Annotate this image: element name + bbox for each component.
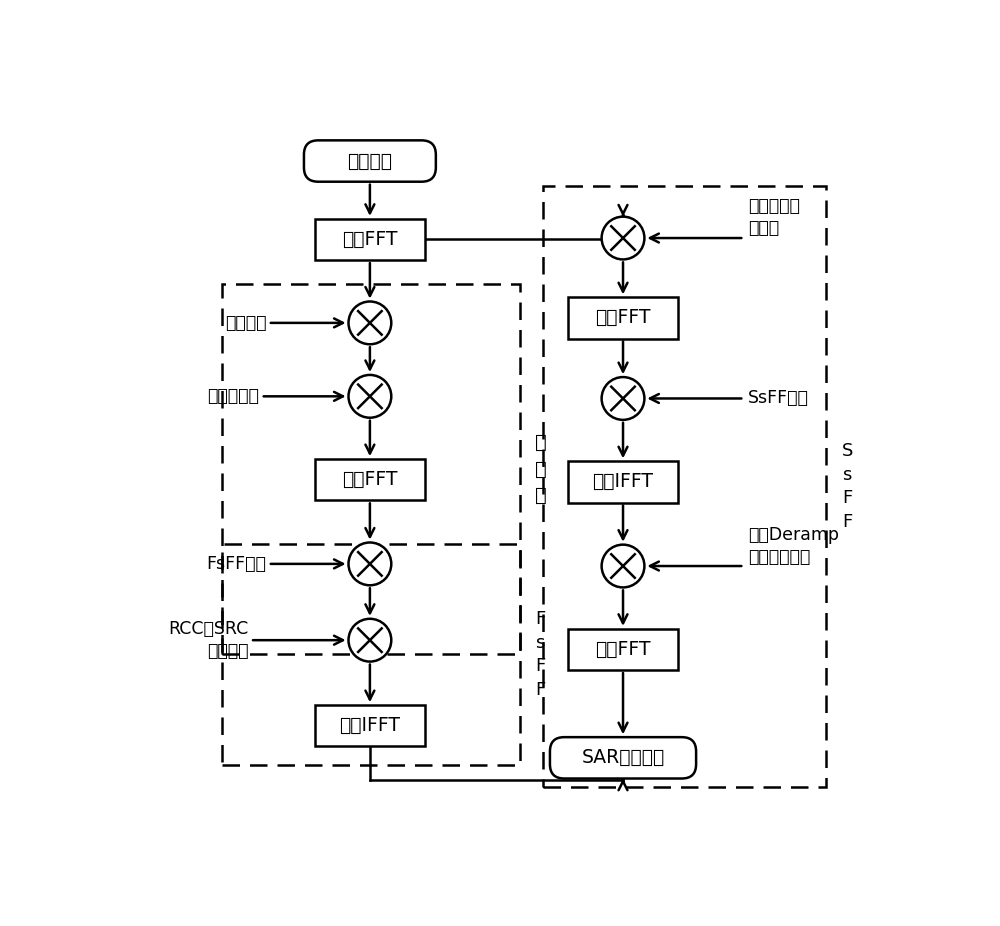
Circle shape — [602, 377, 644, 419]
Text: 方位FFT: 方位FFT — [595, 308, 651, 328]
Text: F
s
F
F: F s F F — [535, 610, 546, 699]
Text: 加速度补偿: 加速度补偿 — [208, 387, 259, 406]
Text: 方位IFFT: 方位IFFT — [593, 472, 654, 492]
FancyBboxPatch shape — [550, 737, 696, 779]
FancyBboxPatch shape — [304, 141, 436, 181]
Bar — [222, 283, 520, 655]
Text: 方位FFT: 方位FFT — [342, 470, 398, 489]
Bar — [315, 705, 425, 746]
Bar — [315, 219, 425, 260]
Text: FsFF因子: FsFF因子 — [207, 555, 267, 573]
Circle shape — [349, 543, 391, 585]
Text: SAR聚焦图像: SAR聚焦图像 — [581, 748, 665, 768]
Circle shape — [602, 217, 644, 259]
Circle shape — [349, 302, 391, 344]
Text: RCC和SRC
统一校正: RCC和SRC 统一校正 — [168, 620, 249, 660]
Text: 方位FFT: 方位FFT — [595, 640, 651, 659]
Circle shape — [602, 544, 644, 587]
Bar — [222, 544, 520, 765]
Text: 两维IFFT: 两维IFFT — [339, 716, 400, 735]
Bar — [315, 459, 425, 500]
Bar — [568, 461, 678, 503]
Text: 预
处
理: 预 处 理 — [535, 433, 547, 505]
Bar — [568, 629, 678, 670]
Text: 高次相位补
偿函数: 高次相位补 偿函数 — [748, 196, 800, 237]
Bar — [568, 297, 678, 339]
Text: 方位Deramp
统一补偿因子: 方位Deramp 统一补偿因子 — [748, 526, 839, 566]
Circle shape — [349, 375, 391, 418]
Text: 原始数据: 原始数据 — [347, 152, 392, 170]
Text: 距离FFT: 距离FFT — [342, 230, 398, 249]
Text: SsFF因子: SsFF因子 — [748, 390, 809, 407]
Circle shape — [349, 619, 391, 661]
Text: 走动校正: 走动校正 — [225, 314, 267, 332]
Bar — [543, 186, 826, 787]
Text: S
s
F
F: S s F F — [842, 442, 853, 531]
